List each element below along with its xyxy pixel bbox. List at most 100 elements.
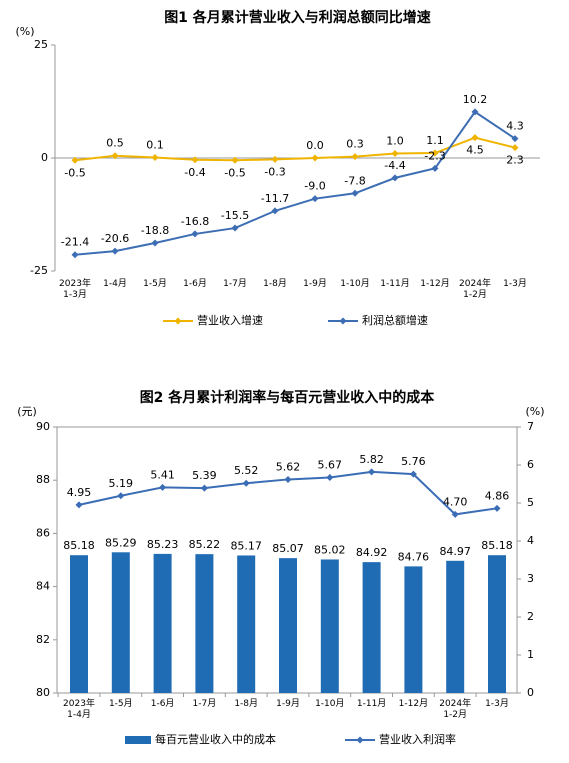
point [151, 154, 159, 162]
legend-marker [174, 317, 182, 325]
point-value-label: -15.5 [221, 209, 249, 222]
y-tick-label: 0 [41, 151, 48, 164]
bar [279, 558, 297, 693]
point-value-label: -18.8 [141, 224, 169, 237]
point-value-label: 5.76 [401, 455, 426, 468]
legend-label: 每百元营业收入中的成本 [155, 732, 276, 746]
point [191, 230, 199, 238]
legend-label: 营业收入增速 [197, 313, 263, 327]
point-value-label: 5.67 [318, 459, 343, 472]
point [351, 153, 359, 161]
bar-value-label: 85.23 [147, 538, 179, 551]
point [271, 155, 279, 163]
point-value-label: 5.19 [109, 477, 134, 490]
point [284, 475, 292, 483]
x-tick-label: 1-10月 [340, 279, 370, 289]
x-tick-label: 2023年 1-3月 [59, 279, 91, 300]
point [368, 468, 376, 476]
legend-marker [356, 736, 364, 744]
point [471, 134, 479, 142]
bar-value-label: 85.17 [230, 539, 262, 552]
x-tick-label: 1-7月 [223, 279, 247, 289]
y2-tick-label: 5 [527, 496, 534, 509]
y2-axis-unit: (%) [525, 405, 544, 418]
x-tick-label: 1-6月 [150, 699, 175, 709]
bar [362, 562, 381, 693]
x-tick-label: 2023年 1-4月 [63, 699, 95, 720]
y-tick-label: 84 [36, 580, 50, 593]
x-tick-label: 1-11月 [380, 279, 410, 289]
point [431, 149, 439, 157]
legend-swatch [125, 736, 151, 744]
x-tick-label: 1-8月 [263, 279, 287, 289]
y-tick-label: 25 [34, 38, 48, 51]
point-value-label: 4.86 [485, 489, 510, 502]
bar [446, 560, 465, 693]
point-value-label: 1.0 [386, 134, 404, 147]
bar-value-label: 85.02 [314, 543, 346, 556]
point-value-label: 5.41 [150, 468, 175, 481]
point [200, 484, 208, 492]
point [351, 189, 359, 197]
point-value-label: -21.4 [61, 236, 89, 249]
point-value-label: 0.3 [346, 138, 364, 151]
x-tick-label: 1-7月 [192, 699, 217, 709]
y-tick-label: 90 [36, 420, 50, 433]
point-value-label: -11.7 [261, 192, 289, 205]
y-tick-label: 82 [36, 633, 50, 646]
point-value-label: 4.95 [67, 486, 92, 499]
bar-value-label: 84.92 [356, 546, 388, 559]
y-tick-label: -25 [30, 264, 48, 277]
legend-label: 营业收入利润率 [379, 732, 456, 746]
x-tick-label: 1-10月 [315, 699, 345, 709]
point-value-label: 5.62 [276, 460, 301, 473]
y-axis-unit: (元) [17, 405, 37, 418]
x-tick-label: 1-5月 [143, 279, 167, 289]
bar-value-label: 85.07 [272, 542, 304, 555]
point-value-label: -0.3 [264, 165, 285, 178]
point [271, 207, 279, 215]
point-value-label: 0.0 [306, 139, 324, 152]
point [231, 156, 239, 164]
x-tick-label: 1-11月 [356, 699, 387, 709]
point-value-label: 10.2 [463, 93, 488, 106]
bar [320, 559, 339, 693]
bar [195, 554, 214, 693]
x-tick-label: 2024年 1-2月 [439, 699, 472, 720]
legend-label: 利润总额增速 [362, 313, 428, 327]
x-tick-label: 2024年 1-2月 [459, 279, 491, 300]
point-value-label: 1.1 [426, 134, 444, 147]
x-tick-label: 1-9月 [303, 279, 327, 289]
point [111, 247, 119, 255]
point [242, 479, 250, 487]
bar [488, 555, 506, 693]
chart-title: 图2 各月累计利润率与每百元营业收入中的成本 [140, 389, 436, 406]
point [431, 164, 439, 172]
point-value-label: 0.1 [146, 139, 164, 152]
point-value-label: 4.70 [443, 495, 468, 508]
y2-tick-label: 2 [527, 610, 534, 623]
x-tick-label: 1-3月 [503, 279, 527, 289]
y2-tick-label: 7 [527, 420, 534, 433]
point-value-label: 5.52 [234, 464, 259, 477]
point-value-label: -9.0 [304, 180, 325, 193]
point-value-label: -2.3 [424, 149, 445, 162]
y-axis-unit: (%) [15, 25, 34, 38]
point-value-label: 2.3 [506, 154, 524, 167]
x-tick-label: 1-5月 [108, 699, 133, 709]
point-value-label: 4.3 [506, 120, 524, 133]
bar [237, 555, 256, 693]
y-tick-label: 80 [36, 686, 50, 699]
x-tick-label: 1-12月 [420, 279, 450, 289]
bar-value-label: 85.18 [481, 539, 513, 552]
y2-tick-label: 0 [527, 686, 534, 699]
point [117, 492, 125, 500]
bar-value-label: 84.76 [398, 550, 430, 563]
x-tick-label: 1-8月 [234, 699, 259, 709]
point-value-label: 5.39 [192, 469, 217, 482]
x-tick-label: 1-9月 [276, 699, 300, 709]
y-tick-label: 86 [36, 526, 50, 539]
x-tick-label: 1-12月 [398, 699, 429, 709]
